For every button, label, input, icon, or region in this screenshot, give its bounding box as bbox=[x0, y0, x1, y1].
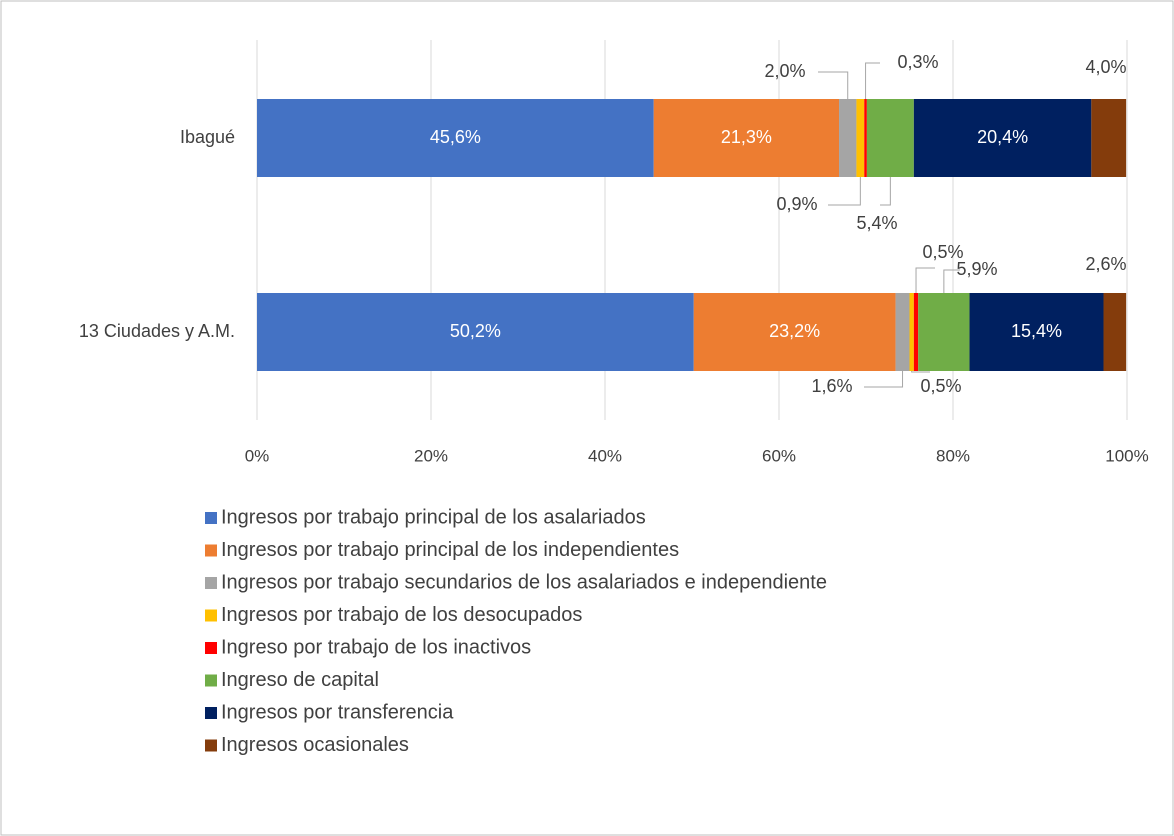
x-tick-label: 100% bbox=[1105, 446, 1148, 465]
data-label: 5,4% bbox=[856, 213, 897, 233]
leader-line bbox=[865, 62, 880, 99]
data-label: 20,4% bbox=[977, 127, 1028, 147]
x-tick-label: 60% bbox=[762, 446, 796, 465]
data-label: 5,9% bbox=[956, 259, 997, 279]
bar-segment bbox=[864, 99, 867, 177]
leader-line bbox=[911, 371, 930, 373]
legend-swatch bbox=[205, 739, 217, 752]
legend-swatch bbox=[205, 577, 217, 589]
leader-line bbox=[943, 269, 960, 293]
data-label: 21,3% bbox=[721, 127, 772, 147]
legend-label: Ingreso por trabajo de los inactivos bbox=[221, 636, 531, 658]
bar-segment bbox=[895, 293, 910, 371]
category-label: Ibagué bbox=[180, 127, 235, 147]
bar-segment bbox=[918, 293, 970, 371]
data-label: 4,0% bbox=[1085, 57, 1126, 77]
legend-label: Ingresos por transferencia bbox=[221, 701, 454, 723]
bar-segment bbox=[909, 293, 914, 371]
x-tick-label: 80% bbox=[936, 446, 970, 465]
bar-segment bbox=[839, 99, 857, 177]
bar-segment bbox=[1091, 99, 1127, 177]
bar-segment bbox=[1103, 293, 1127, 371]
legend-swatch bbox=[205, 544, 217, 557]
bar-segment bbox=[856, 99, 865, 177]
data-label: 45,6% bbox=[430, 127, 481, 147]
bar-segment bbox=[866, 99, 914, 177]
legend-label: Ingresos por trabajo principal de los in… bbox=[221, 539, 679, 561]
leader-line bbox=[818, 71, 849, 99]
leader-line bbox=[915, 267, 935, 293]
bar-segment bbox=[257, 99, 654, 177]
data-label: 0,5% bbox=[922, 242, 963, 262]
legend-swatch bbox=[205, 512, 217, 524]
data-label: 0,5% bbox=[920, 376, 961, 396]
bar-segment bbox=[969, 293, 1104, 371]
data-label: 50,2% bbox=[450, 321, 501, 341]
bar-segment bbox=[257, 293, 694, 371]
bar-segment bbox=[693, 293, 896, 371]
x-tick-label: 20% bbox=[414, 446, 448, 465]
x-tick-label: 40% bbox=[588, 446, 622, 465]
legend-label: Ingresos por trabajo de los desocupados bbox=[221, 604, 582, 626]
legend-swatch bbox=[205, 642, 217, 654]
data-label: 1,6% bbox=[811, 376, 852, 396]
data-label: 0,9% bbox=[776, 194, 817, 214]
legend-swatch bbox=[205, 674, 217, 687]
bar-segment bbox=[913, 293, 919, 371]
legend-swatch bbox=[205, 707, 217, 719]
leader-line bbox=[828, 177, 861, 206]
bar-segment bbox=[913, 99, 1092, 177]
legend-label: Ingresos por trabajo principal de los as… bbox=[221, 506, 646, 528]
data-label: 15,4% bbox=[1011, 321, 1062, 341]
data-label: 0,3% bbox=[897, 52, 938, 72]
legend-label: Ingresos ocasionales bbox=[221, 734, 409, 756]
leader-line bbox=[880, 177, 891, 206]
leader-line bbox=[864, 371, 904, 388]
x-tick-label: 0% bbox=[245, 446, 270, 465]
data-label: 23,2% bbox=[769, 321, 820, 341]
legend-swatch bbox=[205, 609, 217, 622]
legend-label: Ingresos por trabajo secundarios de los … bbox=[221, 571, 827, 593]
data-label: 2,6% bbox=[1085, 254, 1126, 274]
category-label: 13 Ciudades y A.M. bbox=[79, 321, 235, 341]
legend-label: Ingreso de capital bbox=[221, 669, 379, 691]
bar-segment bbox=[653, 99, 840, 177]
data-label: 2,0% bbox=[764, 61, 805, 81]
